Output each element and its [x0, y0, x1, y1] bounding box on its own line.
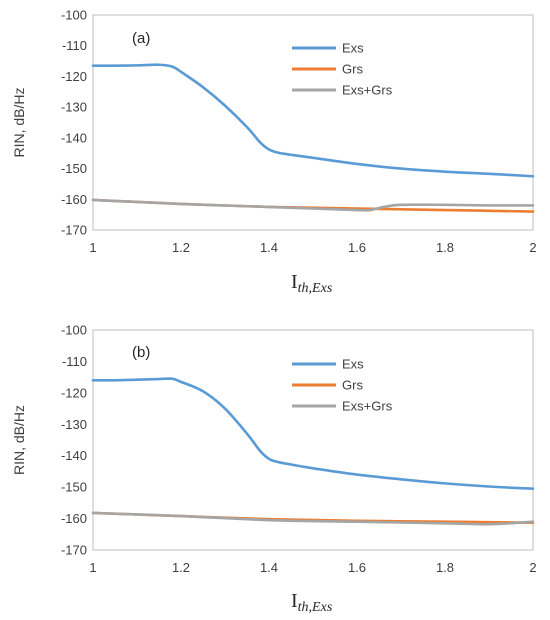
x-tick-label: 1.6 — [348, 240, 366, 255]
y-tick-label: -150 — [61, 161, 87, 176]
plot-area-frame — [92, 329, 534, 551]
panel-label: (b) — [132, 344, 150, 361]
x-tick-label: 2 — [529, 560, 536, 575]
x-tick-label: 1 — [89, 240, 96, 255]
legend-entry: Exs — [342, 357, 364, 372]
legend-entry: Exs — [342, 41, 364, 56]
y-axis-label: RIN, dB/Hz — [11, 87, 27, 157]
y-tick-label: -160 — [61, 192, 87, 207]
y-axis-label: RIN, dB/Hz — [11, 405, 27, 475]
legend-entry: Exs+Grs — [342, 399, 393, 414]
y-tick-label: -140 — [61, 130, 87, 145]
y-tick-label: -110 — [62, 354, 87, 369]
x-tick-label: 1.2 — [172, 560, 190, 575]
y-tick-label: -130 — [61, 100, 87, 115]
y-tick-label: -120 — [61, 385, 87, 400]
y-tick-label: -100 — [61, 8, 87, 23]
x-tick-label: 1.8 — [436, 560, 454, 575]
y-tick-label: -160 — [61, 511, 87, 526]
y-tick-label: -140 — [61, 448, 87, 463]
x-tick-label: 1.2 — [172, 240, 190, 255]
series-line-exs-plus-grs — [91, 511, 535, 526]
legend-entry: Exs+Grs — [342, 83, 393, 98]
y-tick-label: -150 — [61, 480, 87, 495]
x-tick-label: 1 — [89, 560, 96, 575]
x-axis-label: Ith,Exs — [291, 590, 333, 615]
legend-entry: Grs — [342, 62, 363, 77]
y-tick-label: -120 — [61, 69, 87, 84]
x-tick-label: 1.8 — [436, 240, 454, 255]
y-tick-label: -170 — [61, 543, 87, 558]
series-line-exs — [91, 63, 535, 178]
x-tick-label: 2 — [529, 240, 536, 255]
x-tick-label: 1.4 — [260, 560, 278, 575]
y-tick-label: -130 — [61, 417, 87, 432]
panel-label: (a) — [132, 30, 150, 47]
x-tick-label: 1.6 — [348, 560, 366, 575]
plot-area-frame — [92, 14, 534, 231]
y-tick-label: -170 — [61, 223, 87, 238]
x-tick-label: 1.4 — [260, 240, 278, 255]
y-tick-label: -110 — [62, 38, 87, 53]
series-line-exs — [91, 377, 535, 491]
series-line-exs-plus-grs — [91, 198, 535, 212]
legend-entry: Grs — [342, 378, 363, 393]
y-tick-label: -100 — [61, 323, 87, 338]
x-axis-label: Ith,Exs — [291, 271, 333, 296]
